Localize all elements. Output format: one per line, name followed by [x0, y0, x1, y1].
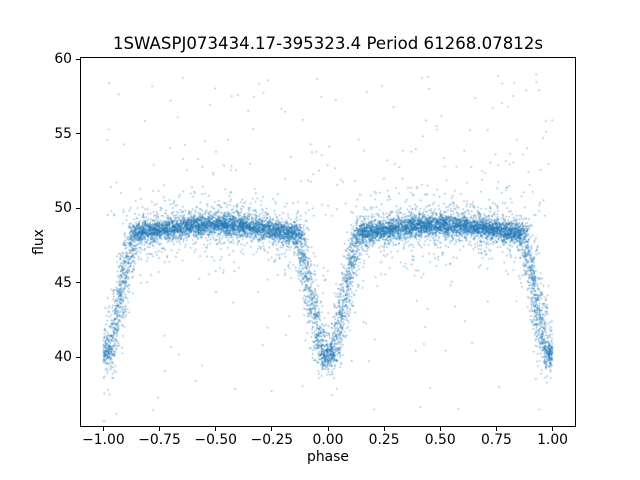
x-tick-mark — [383, 427, 385, 431]
x-tick-mark — [552, 427, 554, 431]
y-tick-label: 55 — [54, 125, 72, 142]
x-tick-label: 1.00 — [537, 432, 568, 448]
x-tick-mark — [495, 427, 497, 431]
y-tick-label: 45 — [54, 274, 72, 291]
x-tick-label: −0.25 — [250, 432, 294, 448]
x-tick-label: 0.75 — [480, 432, 512, 448]
y-tick-mark — [76, 282, 80, 284]
y-tick-label: 40 — [54, 349, 72, 366]
x-tick-mark — [102, 427, 104, 431]
x-tick-mark — [327, 427, 329, 431]
x-tick-label: 0.50 — [424, 432, 456, 448]
y-tick-mark — [76, 133, 80, 135]
x-tick-mark — [159, 427, 161, 431]
x-tick-label: 0.25 — [368, 432, 400, 448]
x-axis-label: phase — [307, 449, 349, 465]
y-axis-label: flux — [31, 229, 47, 255]
x-tick-label: −0.50 — [194, 432, 238, 448]
x-tick-mark — [439, 427, 441, 431]
x-tick-label: −0.75 — [138, 432, 181, 448]
y-tick-mark — [76, 207, 80, 209]
plot-area — [80, 57, 576, 427]
x-tick-label: −1.00 — [82, 432, 125, 448]
y-tick-mark — [76, 356, 80, 358]
x-tick-label: 0.00 — [312, 432, 344, 448]
x-tick-mark — [271, 427, 273, 431]
scatter-canvas — [81, 58, 575, 426]
x-tick-mark — [215, 427, 217, 431]
chart-title: 1SWASPJ073434.17-395323.4 Period 61268.0… — [112, 34, 544, 53]
y-tick-label: 60 — [54, 51, 72, 68]
y-tick-label: 50 — [54, 200, 72, 217]
y-tick-mark — [76, 58, 80, 60]
